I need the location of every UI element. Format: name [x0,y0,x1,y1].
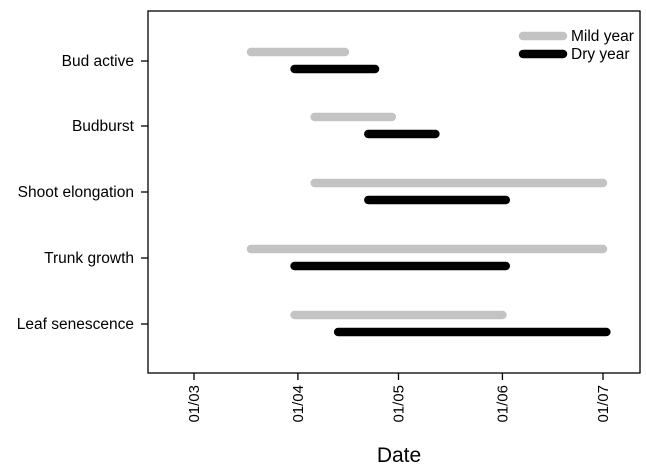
range-bars [246,47,611,337]
category-label: Bud active [62,53,134,70]
x-tick-label: 01/05 [391,385,408,423]
category-labels: Bud active Budburst Shoot elongation Trunk … [17,53,148,333]
x-tick-label: 01/04 [290,385,307,423]
category-label: Trunk growth [44,250,134,267]
category-label: Leaf senescence [17,316,134,333]
legend-label-dry: Dry year [571,46,630,63]
x-tick-label: 01/03 [186,385,203,423]
x-tick-label: 01/06 [494,385,511,423]
x-tick-label: 01/07 [595,385,612,423]
x-axis-title: Date [377,444,421,466]
x-axis-ticks: 01/03 01/04 01/05 01/06 01/07 [186,373,612,423]
legend-label-mild: Mild year [571,28,634,45]
category-label: Budburst [72,118,135,135]
category-label: Shoot elongation [18,184,134,201]
